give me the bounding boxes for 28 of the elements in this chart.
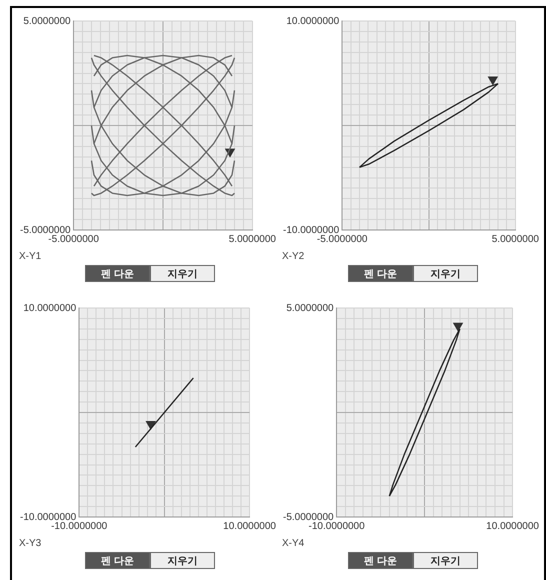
y-tick-label: -10.0000000 xyxy=(282,224,340,236)
x-tick-label: -5.0000000 xyxy=(316,234,368,245)
x-tick-label: 10.0000000 xyxy=(486,520,540,532)
text: X-Y1 xyxy=(19,251,42,262)
y-tick-label: 10.0000000 xyxy=(286,16,340,27)
text: X-Y3 xyxy=(19,538,42,549)
x-tick-label: -10.0000000 xyxy=(308,520,366,532)
text: 펜 다운 xyxy=(348,265,413,282)
x-tick-label: 5.0000000 xyxy=(228,234,276,245)
y-tick-label: -5.0000000 xyxy=(20,224,72,236)
y-tick-label: -5.0000000 xyxy=(282,512,334,523)
y-tick-label: -10.0000000 xyxy=(20,512,77,523)
y-tick-label: 10.0000000 xyxy=(23,302,77,314)
x-tick-label: -5.0000000 xyxy=(48,234,100,245)
text: 펜 다운 xyxy=(85,552,150,569)
x-tick-label: 10.0000000 xyxy=(223,520,276,532)
text: 펜 다운 xyxy=(348,552,413,569)
text: 지우기 xyxy=(150,265,215,282)
x-tick-label: -10.0000000 xyxy=(51,520,108,532)
text: 지우기 xyxy=(413,552,478,569)
text: 지우기 xyxy=(413,265,478,282)
text: 지우기 xyxy=(150,552,215,569)
y-tick-label: 5.0000000 xyxy=(23,16,72,27)
text: 펜 다운 xyxy=(85,265,150,282)
text: X-Y4 xyxy=(282,538,304,549)
x-tick-label: 5.0000000 xyxy=(492,234,540,245)
text: X-Y2 xyxy=(282,251,304,262)
y-tick-label: 5.0000000 xyxy=(286,302,334,314)
